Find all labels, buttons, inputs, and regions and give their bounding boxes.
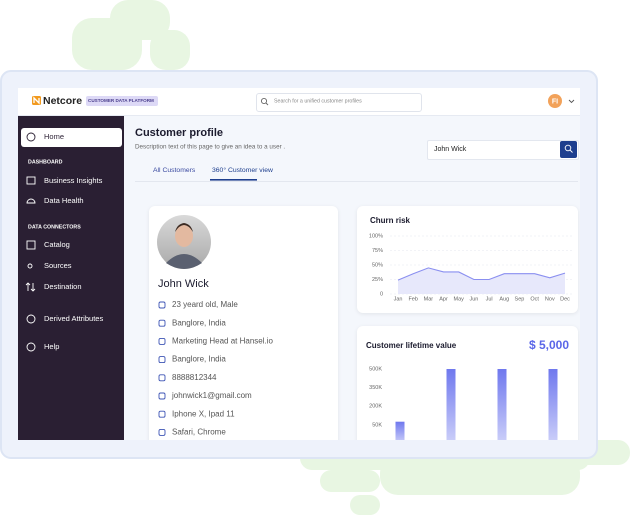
icon — [26, 342, 36, 352]
detail-icon — [158, 428, 166, 436]
sidebar — [18, 116, 124, 440]
x-tick-label: Apr — [439, 296, 448, 302]
y-tick-label: 500K — [369, 366, 382, 372]
detail-icon — [158, 301, 166, 309]
x-tick-label: Jul — [486, 296, 493, 302]
tab-underline — [210, 179, 257, 181]
x-tick-label: Sep — [515, 296, 525, 302]
icon — [26, 198, 36, 204]
bar — [548, 369, 558, 440]
nav-section: DASHBOARD — [28, 159, 63, 165]
line — [397, 267, 566, 281]
search-icon — [260, 97, 268, 105]
x-tick-label: Jun — [469, 296, 478, 302]
search-button[interactable] — [560, 141, 577, 158]
y-tick-label: 200K — [369, 404, 382, 410]
chevron[interactable] — [568, 99, 575, 104]
detail-icon — [158, 356, 166, 364]
profile-photo — [166, 254, 202, 269]
y-tick-label: 50K — [372, 422, 382, 428]
profile-name: John Wick — [158, 278, 209, 290]
profile-detail: johnwick1@gmail.com — [171, 391, 252, 400]
badge — [86, 96, 158, 106]
nav-item: Derived Attributes — [44, 314, 103, 323]
chart-summary: $ 5,000 — [529, 338, 569, 352]
profile-detail: Banglore, India — [172, 318, 226, 327]
nav-item: Business Insights — [44, 176, 103, 185]
nav-section: DATA CONNECTORS — [28, 224, 81, 230]
tab[interactable]: All Customers — [153, 167, 196, 174]
avatar[interactable] — [548, 94, 562, 108]
app-window — [18, 88, 580, 440]
x-tick-label: Feb — [408, 296, 417, 302]
page-description: Description text of this page to give an… — [135, 144, 285, 151]
x-tick-label: Aug — [499, 296, 509, 302]
chart-title: Customer lifetime value — [366, 341, 457, 350]
avatar-text: FI — [552, 98, 558, 105]
icon — [569, 149, 573, 153]
search-icon — [265, 102, 269, 106]
search-box[interactable] — [256, 93, 422, 112]
profile-detail: Safari, Chrome — [172, 428, 226, 437]
x-tick-label: Mar — [424, 296, 434, 302]
icon — [26, 314, 36, 324]
x-tick-label: May — [454, 296, 465, 302]
icon — [25, 282, 36, 292]
nav-item: Catalog — [44, 240, 70, 249]
y-tick-label: 75% — [372, 248, 383, 254]
chart-title: Churn risk — [370, 216, 411, 225]
search-placeholder: Search for a unified customer profiles — [274, 98, 362, 104]
icon — [27, 263, 33, 269]
nav-item: Data Health — [44, 196, 84, 205]
y-tick-label: 350K — [369, 385, 382, 391]
icon — [26, 132, 36, 142]
nav-item: Destination — [44, 282, 82, 291]
icon — [26, 240, 36, 250]
nav-item: Sources — [44, 261, 72, 270]
profile-detail: Banglore, India — [172, 355, 226, 364]
detail-icon — [158, 392, 166, 400]
detail-icon — [158, 374, 166, 382]
profile-detail: Marketing Head at Hansel.io — [172, 337, 273, 346]
icon — [564, 144, 572, 152]
profile-detail: 8888812344 — [172, 373, 217, 382]
logo-text: Netcore — [43, 95, 82, 107]
profile-search[interactable] — [427, 140, 579, 160]
x-tick-label: Jan — [394, 296, 403, 302]
area — [398, 267, 565, 294]
x-tick-label: Oct — [530, 296, 539, 302]
detail-icon — [158, 410, 166, 418]
y-tick-label: 0 — [380, 291, 383, 297]
search-value: John Wick — [434, 146, 467, 153]
tab-divider — [135, 181, 578, 182]
detail-icon — [158, 319, 166, 327]
tab[interactable]: 360° Customer view — [212, 166, 273, 174]
icon — [26, 176, 36, 185]
y-tick-label: 100% — [369, 233, 383, 239]
x-tick-label: Nov — [545, 296, 555, 302]
logo-mark — [33, 96, 40, 105]
page-title: Customer profile — [135, 127, 223, 139]
home-highlight — [21, 128, 122, 147]
profile-photo — [175, 225, 193, 247]
profile-detail: 23 yeard old, Male — [172, 300, 238, 309]
bar — [446, 369, 456, 440]
clv-card — [357, 326, 578, 440]
y-tick-label: 50% — [372, 262, 383, 268]
nav-item: Help — [44, 342, 59, 351]
detail-icon — [158, 337, 166, 345]
nav-item: Home — [44, 132, 64, 141]
y-tick-label: 25% — [372, 277, 383, 283]
badge-text: CUSTOMER DATA PLATFORM — [88, 98, 154, 103]
profile-photo — [175, 223, 193, 232]
churn-card — [357, 206, 578, 313]
profile-detail: Iphone X, Ipad 11 — [172, 409, 235, 418]
bar — [395, 421, 405, 440]
x-tick-label: Dec — [560, 296, 570, 302]
bar — [497, 369, 507, 440]
